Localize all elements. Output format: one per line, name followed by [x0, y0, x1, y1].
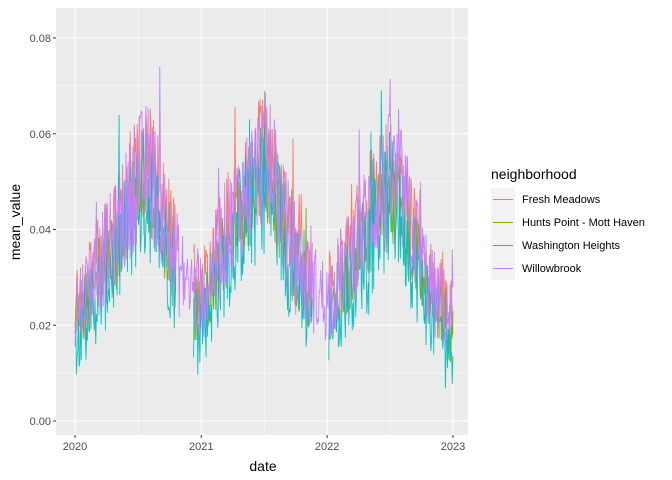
y-tick-label: 0.06: [30, 129, 51, 141]
y-tick-label: 0.00: [30, 416, 51, 428]
x-axis-title: date: [249, 458, 276, 474]
axes: 0.00 0.02 0.04 0.06 0.08 2020 2021 2022 2023: [30, 33, 466, 453]
x-tick-label: 2020: [63, 441, 87, 453]
data-layer: [74, 66, 454, 389]
x-tick-label: 2021: [189, 441, 213, 453]
legend-items: Fresh Meadows Hunts Point - Mott Haven Was…: [491, 188, 645, 280]
y-tick-label: 0.04: [30, 225, 51, 237]
legend: neighborhood Fresh Meadows Hunts Point - …: [491, 166, 645, 280]
y-tick-label: 0.08: [30, 33, 51, 45]
legend-label: Washington Heights: [522, 240, 621, 252]
legend-label: Willowbrook: [522, 263, 582, 275]
legend-title: neighborhood: [491, 166, 577, 182]
y-axis-title: mean_value: [7, 184, 23, 260]
x-tick-label: 2023: [441, 441, 465, 453]
legend-label: Fresh Meadows: [522, 194, 601, 206]
x-tick-label: 2022: [315, 441, 339, 453]
y-tick-label: 0.02: [30, 320, 51, 332]
legend-label: Hunts Point - Mott Haven: [522, 217, 645, 229]
series-line: [74, 66, 454, 348]
